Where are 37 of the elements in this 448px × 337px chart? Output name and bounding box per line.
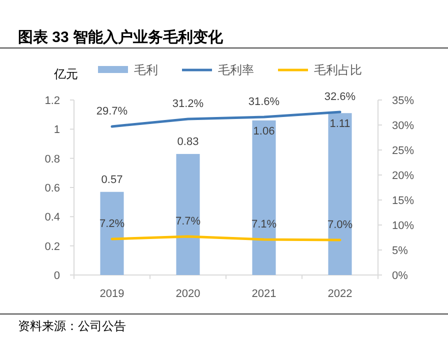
y2-tick-label: 0% xyxy=(392,270,408,282)
data-label: 0.57 xyxy=(101,174,123,186)
x-tick-label: 2019 xyxy=(100,288,124,300)
legend-label: 毛利占比 xyxy=(314,63,362,77)
data-label: 0.83 xyxy=(177,136,199,148)
data-label: 31.6% xyxy=(248,96,280,108)
x-tick-label: 2022 xyxy=(328,288,352,300)
legend-label: 毛利 xyxy=(134,63,158,77)
text: 资料来源：公司公告 xyxy=(18,319,126,333)
y-tick-label: 1 xyxy=(54,124,60,136)
y2-tick-label: 20% xyxy=(392,170,414,182)
y-tick-label: 0.6 xyxy=(44,182,60,194)
data-label: 31.2% xyxy=(172,98,204,110)
y-tick-label: 1.2 xyxy=(44,95,60,107)
legend-label: 毛利率 xyxy=(218,63,254,77)
y2-tick-label: 5% xyxy=(392,245,408,257)
x-tick-label: 2020 xyxy=(176,288,200,300)
y2-tick-label: 25% xyxy=(392,145,414,157)
y-axis-title: 亿元 xyxy=(53,67,78,81)
data-label: 32.6% xyxy=(324,91,356,103)
y-tick-label: 0.8 xyxy=(44,153,60,166)
bar xyxy=(328,113,352,275)
data-label: 1.06 xyxy=(253,125,275,138)
bar xyxy=(176,154,200,275)
y2-tick-label: 35% xyxy=(392,95,414,107)
bar xyxy=(100,192,124,275)
chart-title: 图表 33 智能入户业务毛利变化 xyxy=(18,28,224,46)
y-tick-label: 0 xyxy=(54,270,60,282)
x-tick-label: 2021 xyxy=(252,288,276,300)
y2-tick-label: 10% xyxy=(392,220,414,232)
y2-tick-label: 30% xyxy=(392,120,414,132)
y-tick-label: 0.4 xyxy=(44,212,60,224)
y2-tick-label: 15% xyxy=(392,195,414,207)
data-label: 29.7% xyxy=(96,106,128,118)
bar xyxy=(252,120,276,275)
y-tick-label: 0.2 xyxy=(44,240,60,253)
data-label: 1.11 xyxy=(330,118,350,130)
